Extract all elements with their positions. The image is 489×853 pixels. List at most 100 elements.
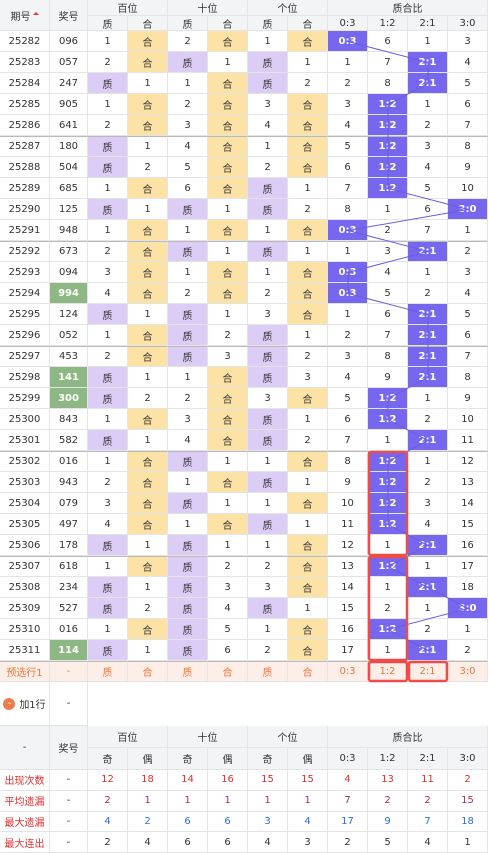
cell: 1 bbox=[208, 535, 248, 556]
cell: 2 bbox=[248, 157, 288, 178]
cell: 质 bbox=[88, 157, 128, 178]
cell: 质 bbox=[248, 73, 288, 94]
cell: 质 bbox=[248, 409, 288, 430]
preview-cell[interactable]: 质 bbox=[168, 661, 208, 682]
cell: 7 bbox=[368, 325, 408, 346]
stat-value: 4 bbox=[288, 811, 328, 833]
cell: 合 bbox=[208, 136, 248, 157]
cell: 1 bbox=[208, 241, 248, 262]
period-header[interactable]: 期号 bbox=[0, 0, 50, 31]
cell: 合 bbox=[208, 31, 248, 52]
stat-value: 1 bbox=[168, 790, 208, 812]
cell: 质 bbox=[168, 451, 208, 472]
cell: 7 bbox=[328, 178, 368, 199]
cell: 2:1 bbox=[408, 346, 448, 367]
preview-cell[interactable]: 合 bbox=[208, 661, 248, 682]
preview-cell[interactable]: 合 bbox=[128, 661, 168, 682]
cell: 合 bbox=[208, 157, 248, 178]
period: 25283 bbox=[0, 52, 50, 73]
cell: 2:1 bbox=[408, 325, 448, 346]
sub-header: 合 bbox=[208, 16, 248, 31]
cell: 2 bbox=[288, 73, 328, 94]
cell: 4 bbox=[208, 598, 248, 619]
cell: 质 bbox=[88, 577, 128, 598]
cell: 3 bbox=[208, 577, 248, 598]
cell: 2:1 bbox=[408, 304, 448, 325]
period: 25310 bbox=[0, 619, 50, 640]
preview-cell[interactable]: 质 bbox=[248, 661, 288, 682]
period: 25301 bbox=[0, 430, 50, 451]
cell: 合 bbox=[208, 388, 248, 409]
stat-value: 3 bbox=[248, 811, 288, 833]
cell: 合 bbox=[288, 31, 328, 52]
add-row-button[interactable]: - 加1行 bbox=[0, 682, 50, 726]
preview-cell[interactable]: 质 bbox=[88, 661, 128, 682]
cell: 1 bbox=[368, 430, 408, 451]
cell: 合 bbox=[288, 262, 328, 283]
group-header: 十位 bbox=[168, 0, 248, 16]
cell: 12 bbox=[448, 451, 488, 472]
cell: 质 bbox=[248, 598, 288, 619]
stat-value: 4 bbox=[248, 832, 288, 853]
draw-number: 453 bbox=[50, 346, 88, 367]
cell: 1 bbox=[248, 535, 288, 556]
cell: 质 bbox=[88, 136, 128, 157]
cell: 8 bbox=[328, 199, 368, 220]
footer-group: 个位 bbox=[248, 726, 328, 748]
cell: 合 bbox=[288, 136, 328, 157]
cell: 5 bbox=[168, 157, 208, 178]
cell: 0:3 bbox=[328, 283, 368, 304]
stat-value: 1 bbox=[288, 790, 328, 812]
cell: 合 bbox=[288, 619, 328, 640]
cell: 合 bbox=[288, 388, 328, 409]
cell: 1 bbox=[288, 514, 328, 535]
period: 25299 bbox=[0, 388, 50, 409]
period: 25294 bbox=[0, 283, 50, 304]
cell: 9 bbox=[448, 157, 488, 178]
cell: 1:2 bbox=[368, 472, 408, 493]
cell: 12 bbox=[328, 535, 368, 556]
cell: 2 bbox=[408, 472, 448, 493]
draw-number: 582 bbox=[50, 430, 88, 451]
cell: 1:2 bbox=[368, 493, 408, 514]
draw-number: 504 bbox=[50, 157, 88, 178]
preview-cell[interactable]: 2:1 bbox=[408, 661, 448, 682]
cell: 4 bbox=[248, 115, 288, 136]
cell: 2 bbox=[328, 73, 368, 94]
stat-value: 7 bbox=[408, 811, 448, 833]
cell: 合 bbox=[128, 619, 168, 640]
cell: 1 bbox=[408, 598, 448, 619]
stat-value: 6 bbox=[208, 832, 248, 853]
cell: 2 bbox=[128, 598, 168, 619]
cell: 合 bbox=[208, 409, 248, 430]
cell: 合 bbox=[128, 31, 168, 52]
stat-value: 4 bbox=[128, 832, 168, 853]
cell: 2 bbox=[88, 115, 128, 136]
cell: 1 bbox=[128, 367, 168, 388]
cell: 1 bbox=[408, 388, 448, 409]
cell: 合 bbox=[208, 430, 248, 451]
cell: 质 bbox=[88, 430, 128, 451]
preview-cell[interactable]: 3:0 bbox=[448, 661, 488, 682]
cell: 合 bbox=[128, 556, 168, 577]
period: 25303 bbox=[0, 472, 50, 493]
preview-cell[interactable]: 合 bbox=[288, 661, 328, 682]
cell: 18 bbox=[448, 577, 488, 598]
preview-cell[interactable]: 0:3 bbox=[328, 661, 368, 682]
cell: 2 bbox=[368, 220, 408, 241]
cell: 5 bbox=[448, 304, 488, 325]
cell: 6 bbox=[368, 31, 408, 52]
cell: 1 bbox=[288, 52, 328, 73]
cell: 6 bbox=[168, 178, 208, 199]
cell: 4 bbox=[328, 115, 368, 136]
cell: 1 bbox=[208, 451, 248, 472]
cell: 合 bbox=[208, 115, 248, 136]
cell: 17 bbox=[328, 640, 368, 661]
cell: 合 bbox=[128, 52, 168, 73]
cell: 4 bbox=[368, 262, 408, 283]
period: 25291 bbox=[0, 220, 50, 241]
preview-cell[interactable]: 1:2 bbox=[368, 661, 408, 682]
cell: 1 bbox=[288, 409, 328, 430]
draw-number: 994 bbox=[50, 283, 88, 304]
stat-value: 13 bbox=[368, 770, 408, 791]
